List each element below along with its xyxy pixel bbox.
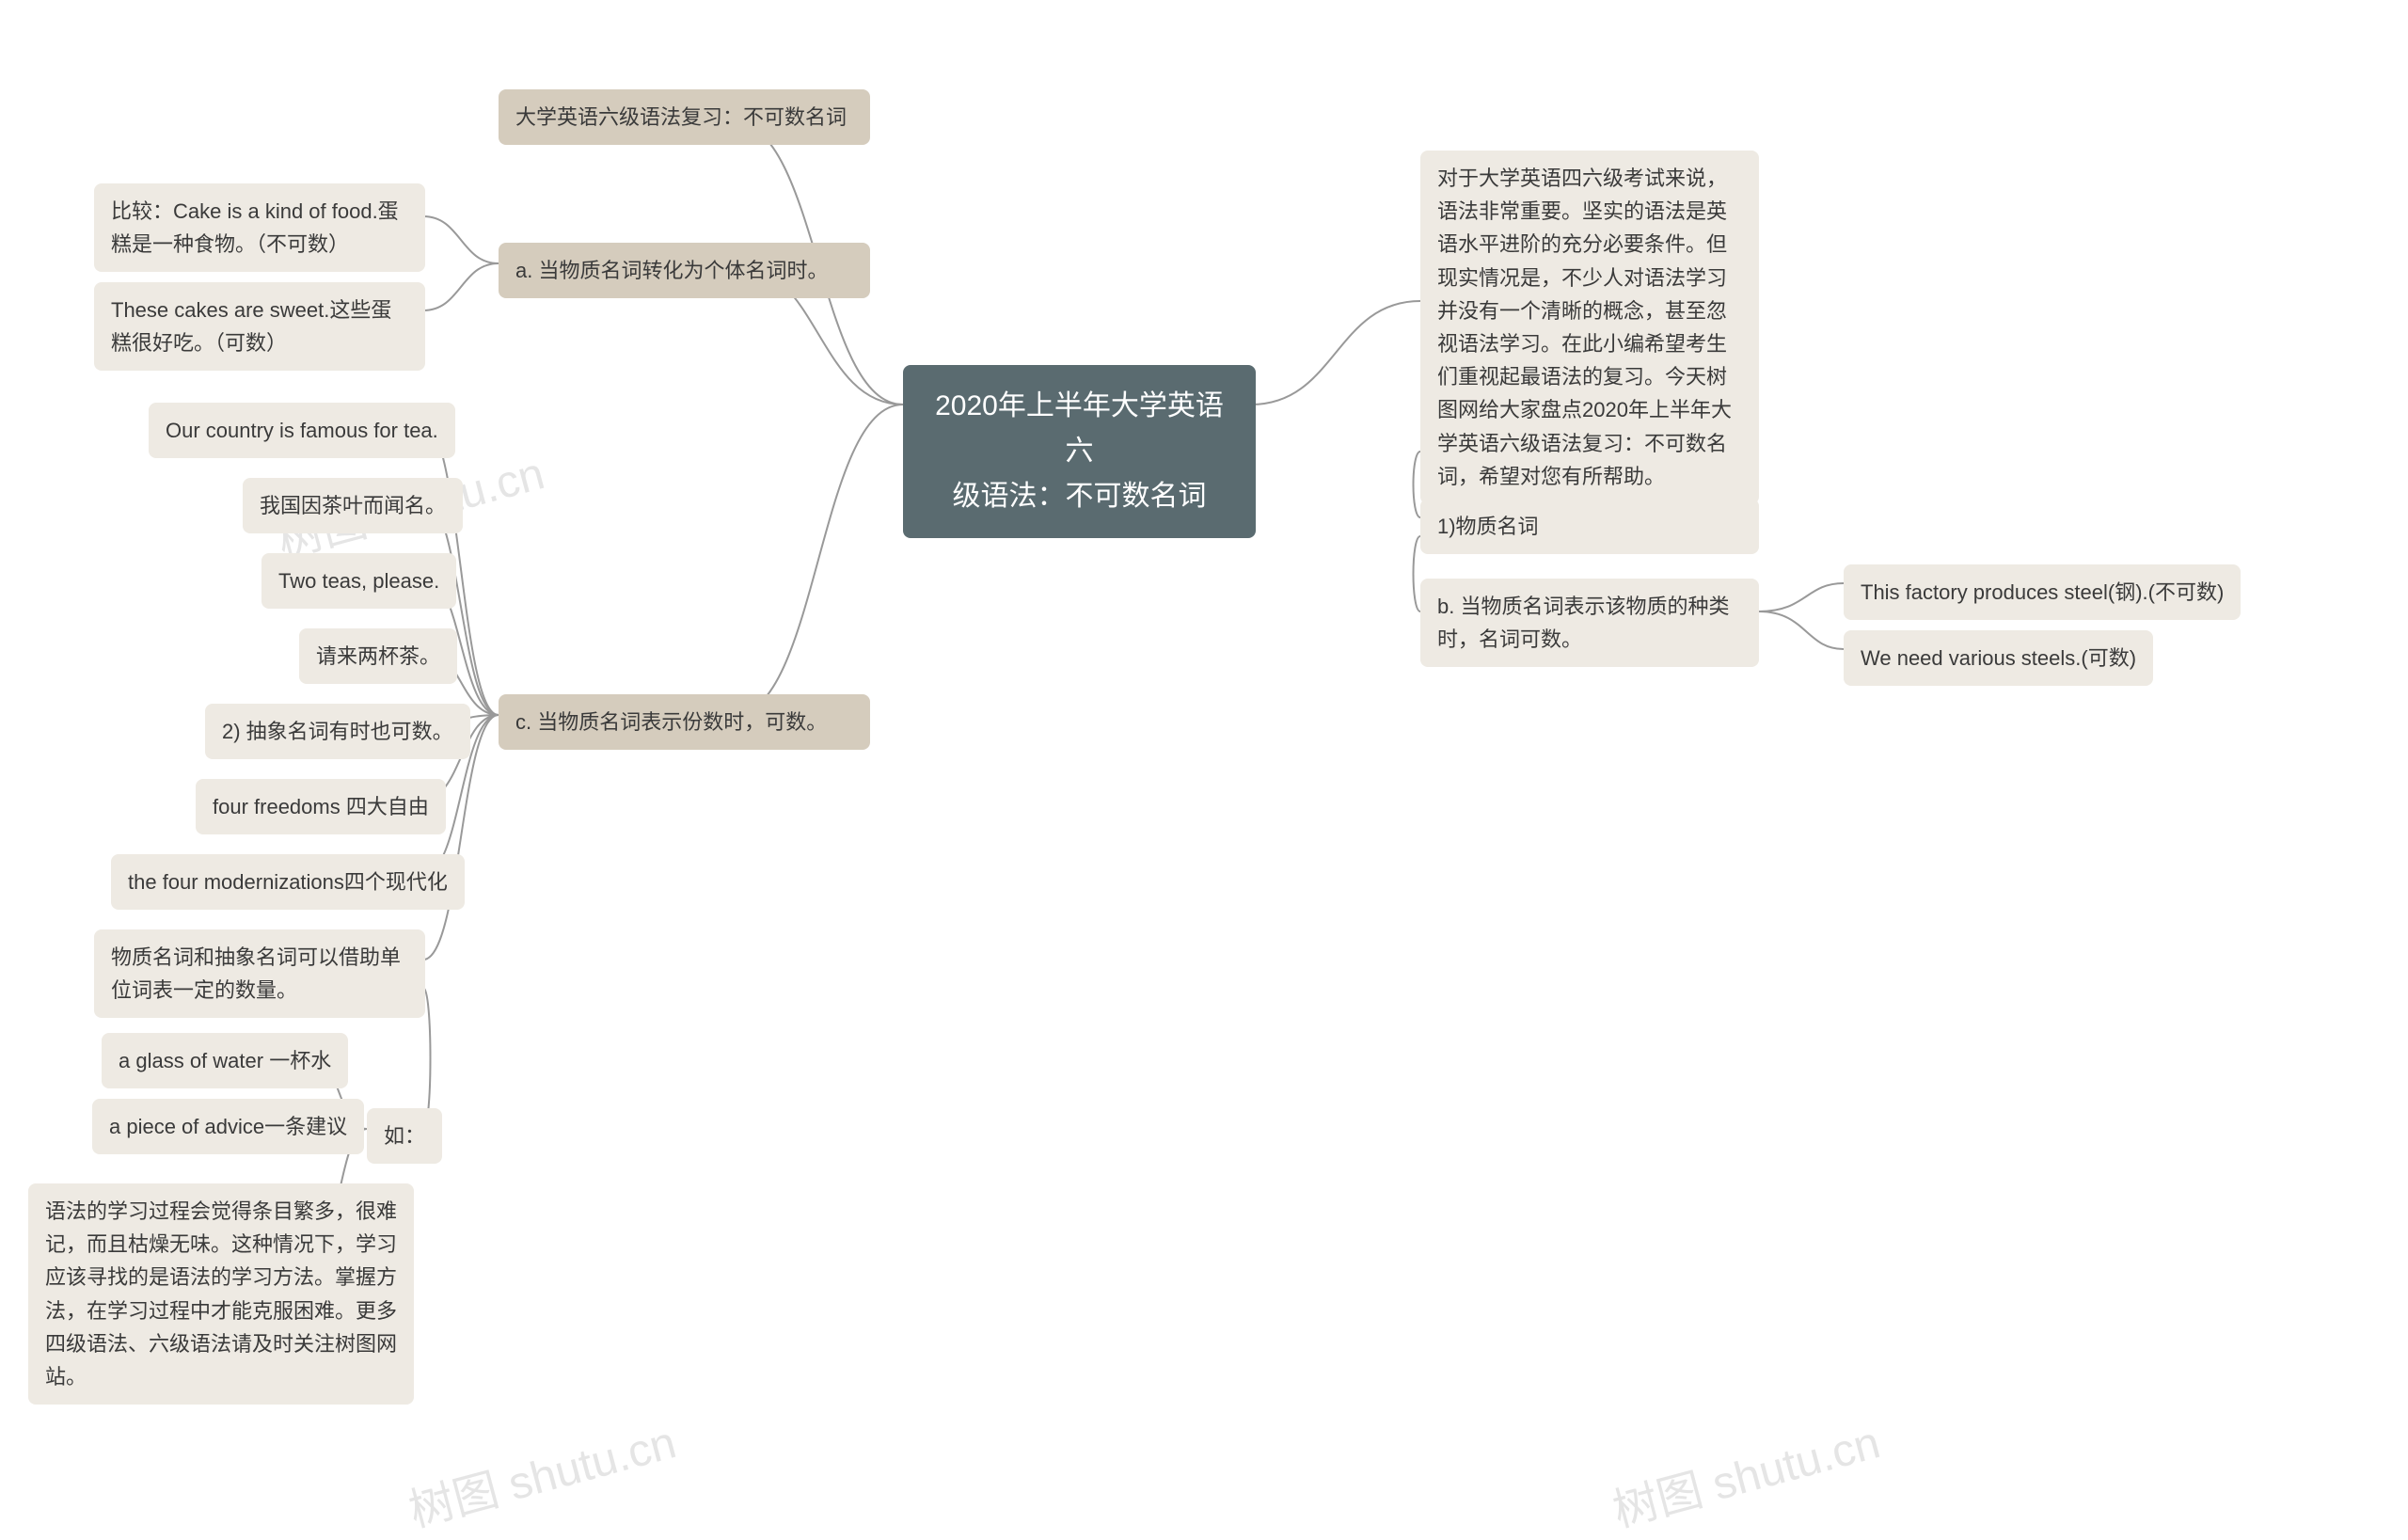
a-child-1: These cakes are sweet.这些蛋糕很好吃。（可数） <box>94 282 425 371</box>
c-child-4: 2) 抽象名词有时也可数。 <box>205 704 470 759</box>
root-line2: 级语法：不可数名词 <box>929 474 1229 519</box>
watermark: 树图 shutu.cn <box>401 1405 682 1540</box>
c-child-3: 请来两杯茶。 <box>299 628 457 684</box>
ru-child-0: a glass of water 一杯水 <box>102 1033 348 1088</box>
b-child-0: This factory produces steel(钢).(不可数) <box>1844 564 2241 620</box>
b-label-node: b. 当物质名词表示该物质的种类时，名词可数。 <box>1420 579 1759 667</box>
a-child-0: 比较：Cake is a kind of food.蛋糕是一种食物。（不可数） <box>94 183 425 272</box>
c-child-5: four freedoms 四大自由 <box>196 779 446 834</box>
root-node: 2020年上半年大学英语六 级语法：不可数名词 <box>903 365 1256 538</box>
ru-child-2: 语法的学习过程会觉得条目繁多，很难记，而且枯燥无味。这种情况下，学习应该寻找的是… <box>28 1183 414 1405</box>
ru-label-node: 如： <box>367 1108 442 1164</box>
intro-node: 对于大学英语四六级考试来说，语法非常重要。坚实的语法是英语水平进阶的充分必要条件… <box>1420 151 1759 504</box>
root-line1: 2020年上半年大学英语六 <box>929 384 1229 474</box>
c-label-node: c. 当物质名词表示份数时，可数。 <box>499 694 870 750</box>
c-child-0: Our country is famous for tea. <box>149 403 455 458</box>
left-top-node: 大学英语六级语法复习：不可数名词 <box>499 89 870 145</box>
ru-child-1: a piece of advice一条建议 <box>92 1099 364 1154</box>
c-child-6: the four modernizations四个现代化 <box>111 854 465 910</box>
a-label-node: a. 当物质名词转化为个体名词时。 <box>499 243 870 298</box>
watermark: 树图 shutu.cn <box>1605 1405 1886 1540</box>
c-child-1: 我国因茶叶而闻名。 <box>243 478 463 533</box>
r1-node: 1)物质名词 <box>1420 499 1759 554</box>
c-child-2: Two teas, please. <box>261 553 456 609</box>
c-child-7: 物质名词和抽象名词可以借助单位词表一定的数量。 <box>94 929 425 1018</box>
b-child-1: We need various steels.(可数) <box>1844 630 2153 686</box>
